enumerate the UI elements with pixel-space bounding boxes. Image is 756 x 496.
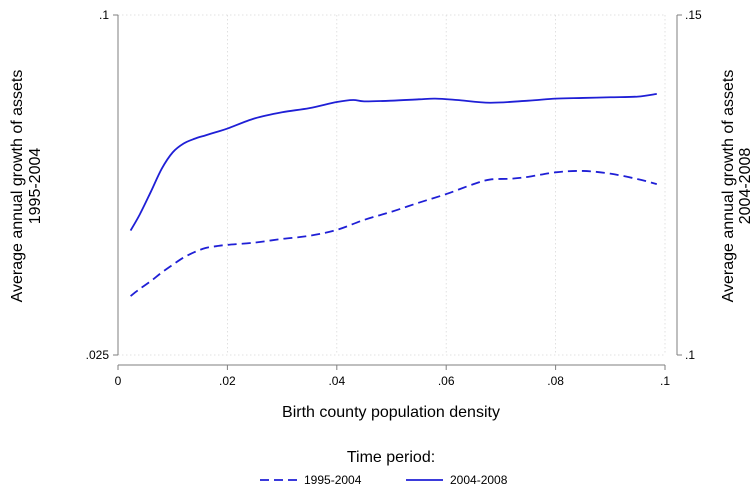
y-axis-label-left-line1: Average annual growth of assets [9,70,26,303]
legend: Time period: 1995-2004 2004-2008 [260,449,508,487]
x-axis-label: Birth county population density [282,404,500,421]
legend-label-2004-2008: 2004-2008 [450,473,508,487]
series [129,92,658,297]
y-axis-label-right-line2: 2004-2008 [737,148,754,225]
x-tick-label-0: 0 [115,374,122,388]
series-line-2004-2008 [129,92,657,232]
y-ticks-right: .1 .15 [677,8,702,362]
axes [117,15,678,366]
x-ticks: 0 .02 .04 .06 .08 .1 [115,365,670,388]
x-tick-label-1: .02 [219,374,236,388]
series-line-1995-2004 [130,170,658,297]
y-left-tick-label-0: .025 [86,348,110,362]
y-axis-label-right-line1: Average annual growth of assets [720,70,737,303]
grid [117,14,666,356]
x-tick-label-3: .06 [438,374,455,388]
legend-label-1995-2004: 1995-2004 [304,473,362,487]
y-right-tick-label-0: .1 [685,348,695,362]
y-right-tick-label-1: .15 [685,8,702,22]
y-ticks-left: .025 .1 [86,8,118,362]
legend-title: Time period: [347,449,435,466]
x-tick-label-4: .08 [547,374,564,388]
x-tick-label-2: .04 [328,374,345,388]
x-tick-label-5: .1 [660,374,670,388]
y-axis-label-left-line2: 1995-2004 [27,148,44,225]
y-left-tick-label-1: .1 [99,8,109,22]
